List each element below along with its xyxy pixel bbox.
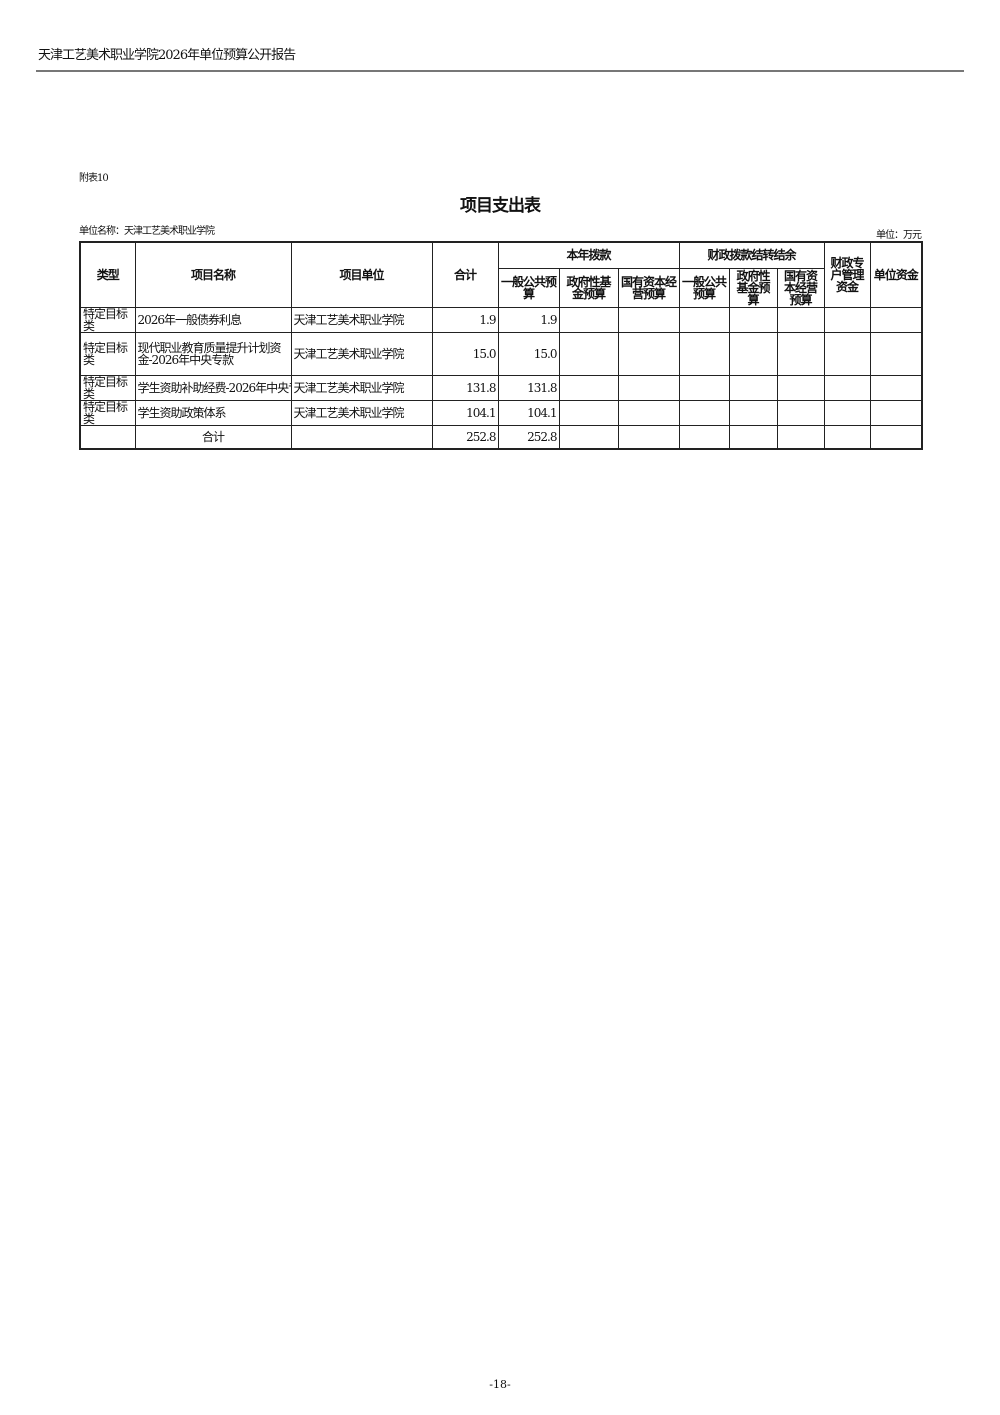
cell-general: 15.0 [497, 331, 560, 376]
cell-total: 131.8 [431, 374, 499, 401]
cell-name: 现代职业教育质量提升计划资金-2026年中央专款 [134, 331, 292, 376]
cell-unit: 天津工艺美术职业学院 [290, 374, 433, 401]
col-g2-fund: 政府性基金预算 [728, 267, 778, 308]
col-type: 类型 [79, 241, 136, 308]
col-group-current: 本年拨款 [497, 241, 680, 269]
col-name: 项目名称 [134, 241, 292, 308]
col-g2-state: 国有资本经营预算 [776, 267, 825, 308]
cell-total: 1.9 [431, 306, 499, 333]
table-title: 项目支出表 [460, 196, 541, 216]
sum-label: 合计 [134, 424, 292, 450]
cell-type: 特定目标类 [79, 399, 136, 426]
cell-total: 15.0 [431, 331, 499, 376]
attachment-label: 附表10 [79, 173, 109, 184]
col-special: 财政专户管理资金 [823, 241, 871, 308]
col-g1-general: 一般公共预算 [497, 267, 560, 308]
cell-unit: 天津工艺美术职业学院 [290, 331, 433, 376]
col-total: 合计 [431, 241, 499, 308]
col-g1-fund: 政府性基金预算 [558, 267, 619, 308]
col-own: 单位资金 [869, 241, 923, 308]
cell-type: 特定目标类 [79, 331, 136, 376]
col-g1-state: 国有资本经营预算 [617, 267, 680, 308]
cell-unit: 天津工艺美术职业学院 [290, 399, 433, 426]
col-unit: 项目单位 [290, 241, 433, 308]
cell-name: 学生资助政策体系 [134, 399, 292, 426]
unit-name: 单位名称：天津工艺美术职业学院 [79, 226, 215, 237]
cell-type: 特定目标类 [79, 306, 136, 333]
table-row: 特定目标类 学生资助政策体系 天津工艺美术职业学院 104.1 104.1 [79, 399, 923, 426]
cell-name: 学生资助补助经费-2026年中央专款 [134, 374, 292, 401]
sum-total: 252.8 [431, 424, 499, 450]
table-row: 特定目标类学生资助补助经费-2026年中央专款天津工艺美术职业学院131.813… [79, 374, 923, 401]
sum-row: 合计 252.8 252.8 [79, 424, 923, 450]
table-row: 特定目标类 2026年一般债券利息 天津工艺美术职业学院 1.9 1.9 [79, 306, 923, 333]
document-header: 天津工艺美术职业学院2026年单位预算公开报告 [38, 48, 296, 63]
cell-type: 特定目标类 [79, 374, 136, 401]
cell-general: 104.1 [497, 399, 560, 426]
cell-unit: 天津工艺美术职业学院 [290, 306, 433, 333]
cell-name: 2026年一般债券利息 [134, 306, 292, 333]
page-number: -18- [489, 1378, 511, 1391]
cell-general: 1.9 [497, 306, 560, 333]
sum-general: 252.8 [497, 424, 560, 450]
col-group-carryover: 财政拨款结转结余 [678, 241, 825, 269]
cell-general: 131.8 [497, 374, 560, 401]
project-expenditure-table: 类型 项目名称 项目单位 合计 本年拨款 财政拨款结转结余 财政专户管理资金 单… [79, 241, 924, 450]
header-divider [36, 70, 964, 72]
currency-unit: 单位：万元 [876, 230, 922, 241]
cell-total: 104.1 [431, 399, 499, 426]
table-row: 特定目标类 现代职业教育质量提升计划资金-2026年中央专款 天津工艺美术职业学院 1… [79, 331, 923, 376]
col-g2-general: 一般公共预算 [678, 267, 730, 308]
